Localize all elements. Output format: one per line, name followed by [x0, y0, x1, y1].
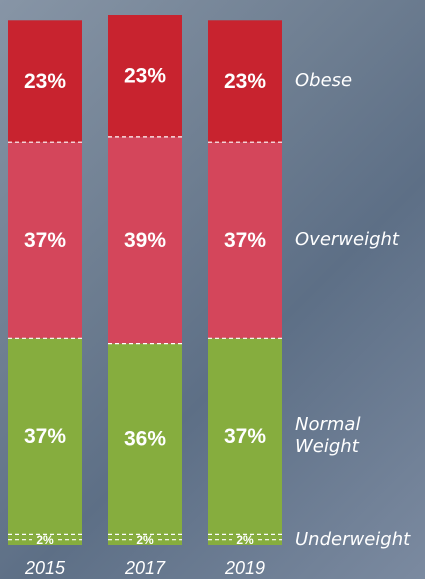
- x-tick-label: 2019: [224, 558, 265, 578]
- bar-segment: [8, 534, 82, 545]
- bar-segment: [208, 20, 282, 143]
- value-label: 23%: [124, 64, 166, 87]
- value-label: 2%: [136, 533, 154, 547]
- bar-segment: [108, 15, 182, 137]
- value-label: 36%: [124, 428, 166, 451]
- x-tick-label: 2015: [24, 558, 66, 578]
- value-label: 39%: [124, 229, 166, 252]
- value-label: 37%: [224, 425, 266, 448]
- value-label: 2%: [236, 533, 254, 547]
- value-label: 23%: [224, 70, 266, 93]
- bar-segment: [8, 20, 82, 143]
- legend-label: Obese: [295, 70, 353, 92]
- value-label: 37%: [24, 425, 66, 448]
- legend-label: Underweight: [295, 528, 411, 550]
- bar-segment: [208, 142, 282, 339]
- value-label: 37%: [224, 229, 266, 252]
- bar-segment: [8, 338, 82, 535]
- bar-segment: [208, 534, 282, 545]
- value-label: 37%: [24, 229, 66, 252]
- bar-segment: [108, 534, 182, 545]
- legend-label: Normal Weight: [295, 414, 361, 458]
- bar-segment: [108, 343, 182, 535]
- x-tick-label: 2017: [124, 558, 166, 578]
- value-label: 23%: [24, 70, 66, 93]
- bar-segment: [8, 142, 82, 339]
- bar-segment: [208, 338, 282, 535]
- value-label: 2%: [36, 533, 54, 547]
- bar-segment: [108, 136, 182, 344]
- legend-label: Overweight: [295, 229, 399, 251]
